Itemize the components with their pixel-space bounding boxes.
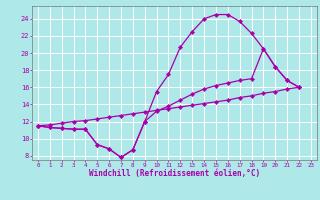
X-axis label: Windchill (Refroidissement éolien,°C): Windchill (Refroidissement éolien,°C) [89,169,260,178]
